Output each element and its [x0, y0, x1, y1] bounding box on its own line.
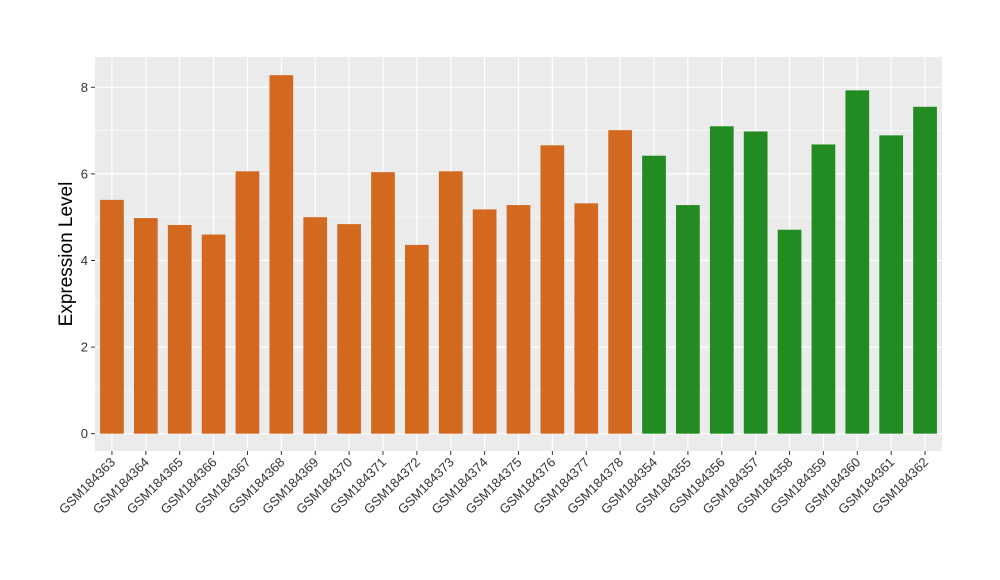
y-tick-label: 8 — [81, 80, 88, 95]
bar-GSM184363 — [100, 199, 124, 434]
bar-GSM184368 — [269, 75, 294, 434]
bar-GSM184366 — [201, 234, 226, 434]
bar-GSM184364 — [133, 218, 158, 434]
bar-GSM184372 — [405, 244, 429, 434]
bar-GSM184367 — [235, 171, 260, 434]
y-axis: 0 2 4 6 8 — [81, 80, 95, 441]
bar-GSM184361 — [879, 135, 904, 434]
bar-GSM184378 — [608, 130, 632, 434]
y-tick-label: 6 — [81, 166, 88, 181]
bar-GSM184355 — [676, 205, 700, 434]
bar-GSM184354 — [642, 155, 666, 434]
bars-group — [100, 75, 937, 434]
y-axis-title: Expression Level — [56, 182, 77, 327]
bar-GSM184360 — [845, 90, 870, 434]
bar-GSM184362 — [913, 106, 937, 434]
bar-GSM184369 — [303, 217, 328, 434]
bar-GSM184356 — [709, 126, 734, 434]
bar-GSM184370 — [337, 224, 361, 434]
bar-GSM184376 — [540, 145, 565, 434]
bar-GSM184373 — [438, 171, 463, 434]
bar-GSM184371 — [371, 172, 395, 434]
bar-GSM184358 — [777, 229, 802, 434]
bar-GSM184375 — [506, 205, 531, 434]
x-axis: GSM184363GSM184364GSM184365GSM184366GSM1… — [56, 451, 931, 517]
bar-GSM184374 — [472, 209, 497, 434]
y-tick-label: 2 — [81, 340, 88, 355]
y-tick-label: 0 — [81, 426, 88, 441]
bar-GSM184357 — [743, 131, 768, 434]
bar-GSM184365 — [167, 224, 192, 434]
bar-GSM184377 — [574, 203, 599, 434]
bar-GSM184359 — [811, 144, 836, 434]
y-tick-label: 4 — [81, 253, 88, 268]
